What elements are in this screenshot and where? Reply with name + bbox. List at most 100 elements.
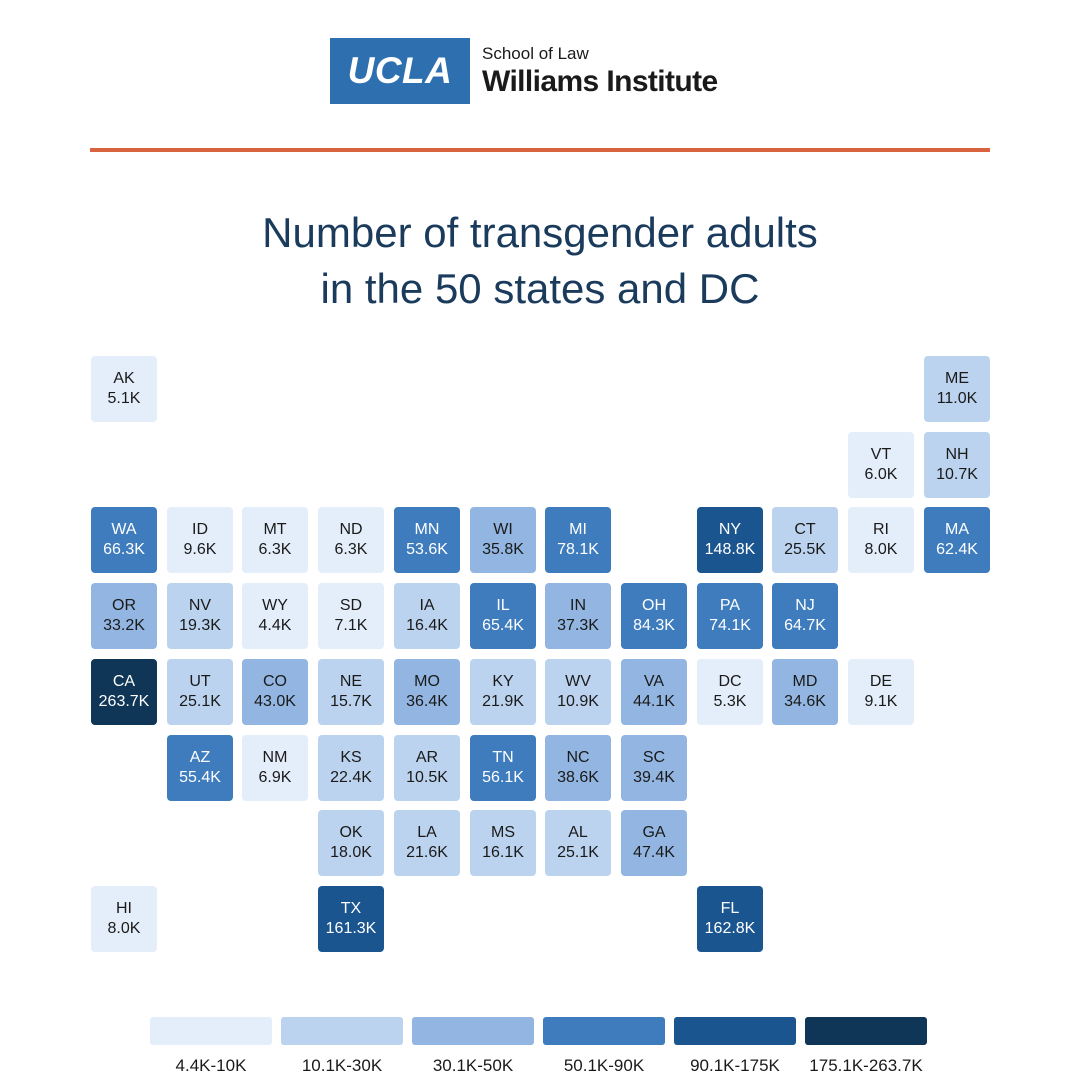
state-value: 25.5K (784, 541, 826, 558)
state-value: 263.7K (98, 693, 150, 710)
state-abbr: AK (113, 370, 135, 387)
state-abbr: AZ (189, 749, 211, 766)
state-value: 62.4K (936, 541, 978, 558)
legend-swatch-1 (150, 1017, 272, 1045)
state-abbr: ME (945, 370, 969, 387)
state-abbr: NJ (795, 597, 815, 614)
logo-williams-institute: Williams Institute (482, 65, 718, 98)
state-value: 4.4K (258, 617, 292, 634)
state-tile-wv: WV 10.9K (545, 659, 611, 725)
state-value: 10.9K (557, 693, 599, 710)
state-value: 74.1K (709, 617, 751, 634)
state-tile-ma: MA 62.4K (924, 507, 990, 573)
state-abbr: SC (642, 749, 666, 766)
state-abbr: WV (565, 673, 591, 690)
state-tile-ks: KS 22.4K (318, 735, 384, 801)
state-value: 10.5K (406, 769, 448, 786)
state-abbr: ID (192, 521, 208, 538)
state-value: 21.6K (406, 844, 448, 861)
legend-label-1: 4.4K-10K (175, 1056, 247, 1075)
legend-swatch-3 (412, 1017, 534, 1045)
state-value: 18.0K (330, 844, 372, 861)
logo-school-of-law: School of Law (482, 44, 589, 63)
state-tile-fl: FL 162.8K (697, 886, 763, 952)
state-abbr: CT (794, 521, 816, 538)
state-abbr: NE (339, 673, 363, 690)
state-abbr: UT (189, 673, 211, 690)
state-tile-ri: RI 8.0K (848, 507, 914, 573)
state-abbr: HI (116, 900, 132, 917)
state-tile-nj: NJ 64.7K (772, 583, 838, 649)
state-abbr: NM (262, 749, 288, 766)
state-value: 44.1K (633, 693, 675, 710)
state-value: 78.1K (557, 541, 599, 558)
state-tile-ak: AK 5.1K (91, 356, 157, 422)
state-value: 33.2K (103, 617, 145, 634)
title-line-1: Number of transgender adults (262, 209, 818, 256)
state-tile-ms: MS 16.1K (470, 810, 536, 876)
state-abbr: OR (112, 597, 136, 614)
state-tile-la: LA 21.6K (394, 810, 460, 876)
state-tile-ia: IA 16.4K (394, 583, 460, 649)
state-value: 148.8K (704, 541, 756, 558)
legend-swatch-4 (543, 1017, 665, 1045)
state-abbr: PA (719, 597, 741, 614)
state-tile-pa: PA 74.1K (697, 583, 763, 649)
state-tile-wi: WI 35.8K (470, 507, 536, 573)
state-value: 9.1K (864, 693, 898, 710)
state-tile-ky: KY 21.9K (470, 659, 536, 725)
state-value: 161.3K (325, 920, 377, 937)
state-value: 39.4K (633, 769, 675, 786)
state-value: 8.0K (864, 541, 898, 558)
state-abbr: AL (568, 824, 588, 841)
state-abbr: CA (112, 673, 136, 690)
state-value: 55.4K (179, 769, 221, 786)
state-abbr: TN (492, 749, 514, 766)
state-tile-wy: WY 4.4K (242, 583, 308, 649)
legend-label-5: 90.1K-175K (690, 1056, 780, 1075)
state-tile-ca: CA 263.7K (91, 659, 157, 725)
state-abbr: VA (643, 673, 665, 690)
state-value: 9.6K (183, 541, 217, 558)
state-value: 36.4K (406, 693, 448, 710)
state-tile-mn: MN 53.6K (394, 507, 460, 573)
state-tile-de: DE 9.1K (848, 659, 914, 725)
state-abbr: WI (493, 521, 513, 538)
map-title: Number of transgender adults in the 50 s… (0, 205, 1080, 317)
state-abbr: LA (417, 824, 437, 841)
state-tile-sc: SC 39.4K (621, 735, 687, 801)
state-tile-mt: MT 6.3K (242, 507, 308, 573)
state-value: 5.3K (713, 693, 747, 710)
state-tile-id: ID 9.6K (167, 507, 233, 573)
state-abbr: VT (870, 446, 892, 463)
state-tile-ar: AR 10.5K (394, 735, 460, 801)
state-abbr: MO (414, 673, 440, 690)
state-value: 15.7K (330, 693, 372, 710)
ucla-logo-mark: UCLA (330, 38, 470, 104)
state-abbr: SD (339, 597, 363, 614)
state-tile-dc: DC 5.3K (697, 659, 763, 725)
state-abbr: KY (492, 673, 514, 690)
state-tile-in: IN 37.3K (545, 583, 611, 649)
state-abbr: DE (869, 673, 893, 690)
state-tile-ut: UT 25.1K (167, 659, 233, 725)
state-value: 22.4K (330, 769, 372, 786)
legend-label-4: 50.1K-90K (563, 1056, 645, 1075)
state-abbr: KS (340, 749, 362, 766)
state-value: 7.1K (334, 617, 368, 634)
state-value: 6.3K (334, 541, 368, 558)
state-tile-va: VA 44.1K (621, 659, 687, 725)
state-tile-mo: MO 36.4K (394, 659, 460, 725)
state-tile-oh: OH 84.3K (621, 583, 687, 649)
state-tile-ok: OK 18.0K (318, 810, 384, 876)
state-tile-tn: TN 56.1K (470, 735, 536, 801)
legend-swatch-2 (281, 1017, 403, 1045)
state-tile-ny: NY 148.8K (697, 507, 763, 573)
state-tile-tx: TX 161.3K (318, 886, 384, 952)
state-tile-co: CO 43.0K (242, 659, 308, 725)
state-abbr: TX (340, 900, 362, 917)
state-abbr: MT (263, 521, 287, 538)
state-abbr: WY (262, 597, 288, 614)
state-tile-al: AL 25.1K (545, 810, 611, 876)
state-abbr: WA (111, 521, 137, 538)
